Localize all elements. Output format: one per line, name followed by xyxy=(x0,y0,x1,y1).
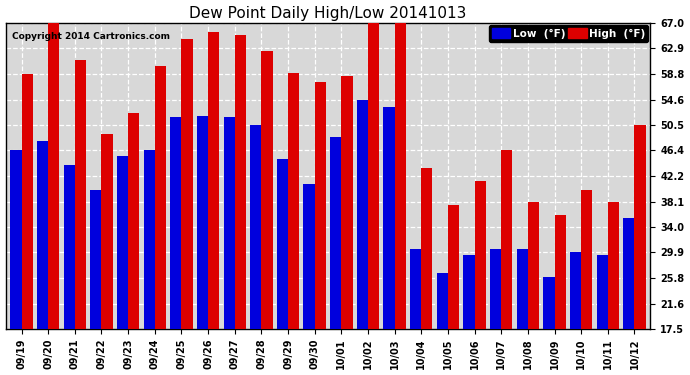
Bar xyxy=(384,106,395,329)
Bar xyxy=(448,206,459,329)
Bar xyxy=(422,168,433,329)
Bar xyxy=(597,255,608,329)
Bar xyxy=(21,74,32,329)
Bar xyxy=(555,215,566,329)
Text: Copyright 2014 Cartronics.com: Copyright 2014 Cartronics.com xyxy=(12,32,170,41)
Title: Dew Point Daily High/Low 20141013: Dew Point Daily High/Low 20141013 xyxy=(189,6,466,21)
Bar xyxy=(197,116,208,329)
Bar xyxy=(581,190,593,329)
Bar xyxy=(437,273,448,329)
Bar xyxy=(75,60,86,329)
Bar xyxy=(181,39,193,329)
Bar xyxy=(623,218,635,329)
Bar xyxy=(224,117,235,329)
Bar xyxy=(315,82,326,329)
Bar xyxy=(330,138,342,329)
Bar xyxy=(490,249,501,329)
Bar xyxy=(262,51,273,329)
Bar xyxy=(357,100,368,329)
Bar xyxy=(395,23,406,329)
Bar xyxy=(250,125,262,329)
Bar xyxy=(128,113,139,329)
Bar xyxy=(501,150,513,329)
Bar xyxy=(117,156,128,329)
Bar xyxy=(170,117,181,329)
Bar xyxy=(543,276,555,329)
Bar xyxy=(37,141,48,329)
Bar xyxy=(235,36,246,329)
Bar xyxy=(63,165,75,329)
Bar xyxy=(475,181,486,329)
Bar xyxy=(144,150,155,329)
Bar xyxy=(90,190,101,329)
Bar xyxy=(608,202,619,329)
Legend: Low  (°F), High  (°F): Low (°F), High (°F) xyxy=(489,25,649,42)
Bar xyxy=(528,202,539,329)
Bar xyxy=(517,249,528,329)
Bar xyxy=(570,252,581,329)
Bar xyxy=(208,32,219,329)
Bar xyxy=(464,255,475,329)
Bar xyxy=(101,134,112,329)
Bar xyxy=(288,73,299,329)
Bar xyxy=(155,66,166,329)
Bar xyxy=(277,159,288,329)
Bar xyxy=(10,150,21,329)
Bar xyxy=(410,249,422,329)
Bar xyxy=(342,76,353,329)
Bar xyxy=(368,23,380,329)
Bar xyxy=(304,184,315,329)
Bar xyxy=(48,23,59,329)
Bar xyxy=(635,125,646,329)
